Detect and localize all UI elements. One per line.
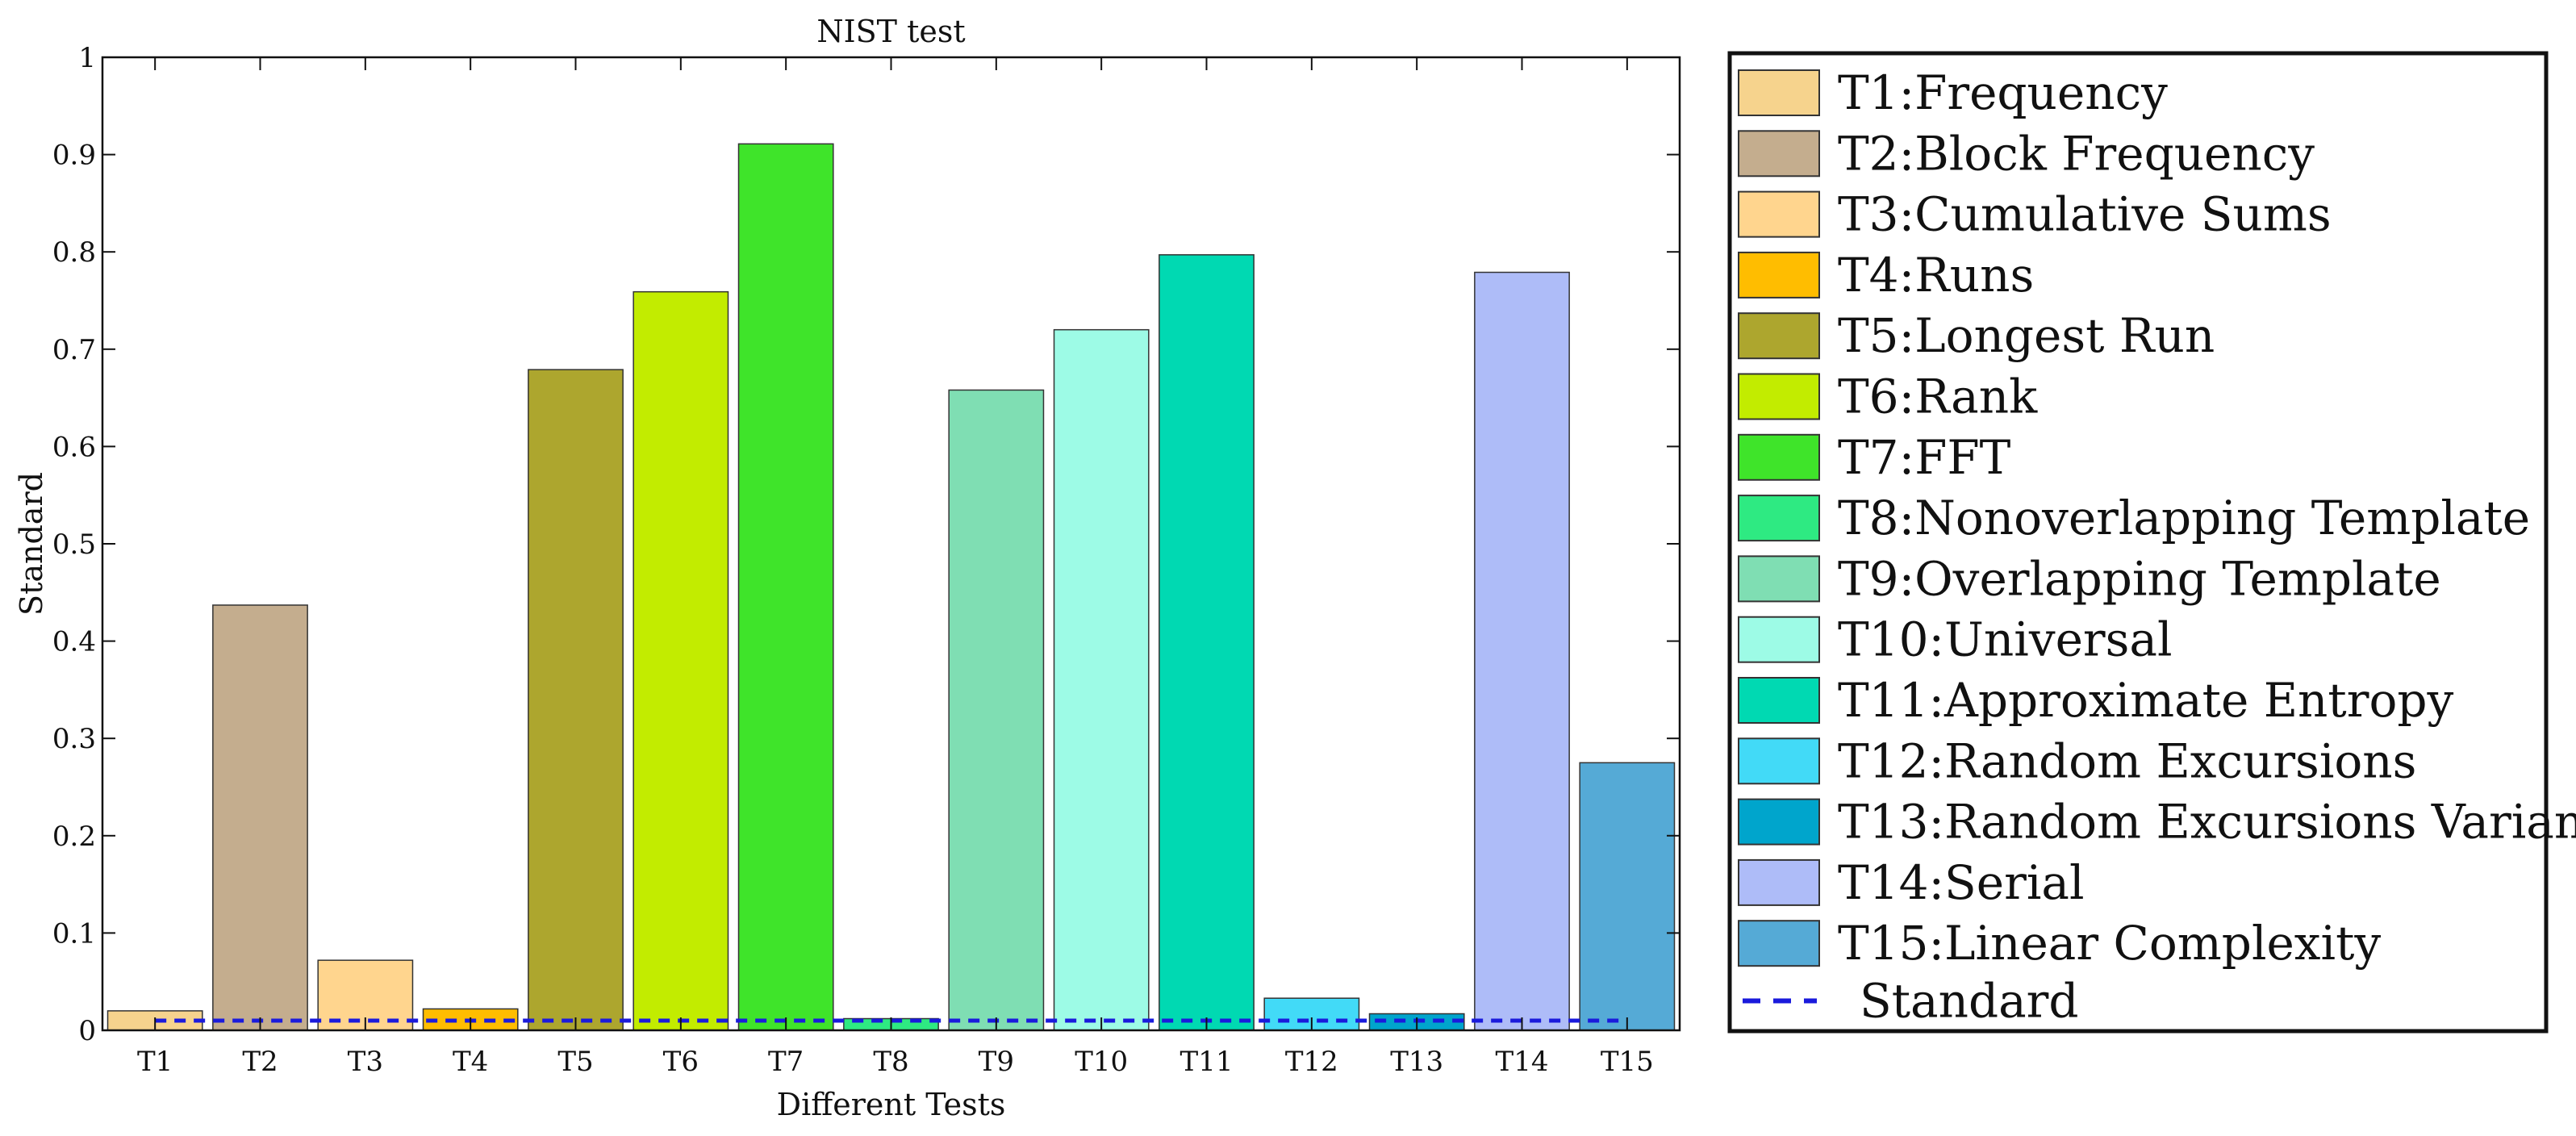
legend-swatch-t7 [1738,433,1820,481]
chart-title: NIST test [816,14,965,49]
legend-label: T9:Overlapping Template [1838,551,2441,606]
legend-swatch-t8 [1738,495,1820,542]
y-tick-label: 0.2 [52,821,96,853]
legend-box [1727,51,2549,1034]
y-tick-label: 1 [78,42,96,74]
legend-swatch-t5 [1738,312,1820,360]
legend-swatch-t2 [1738,130,1820,178]
y-tick-label: 0.9 [52,140,96,172]
legend-label: T12:Random Excursions [1838,733,2416,788]
x-tick-label: T3 [348,1046,383,1078]
x-tick-label: T11 [1180,1046,1234,1078]
y-tick-label: 0.6 [52,431,96,463]
y-tick-label: 0.5 [52,528,96,561]
bar-t14 [1474,271,1570,1031]
legend: T1:Frequency T2:Block Frequency T3:Cumulat… [1727,51,2576,1034]
x-axis-title: Different Tests [777,1087,1006,1122]
y-axis-title: Standard [14,472,49,616]
x-tick-label: T1 [137,1046,173,1078]
legend-swatch-t1 [1738,69,1820,116]
x-tick-label: T13 [1390,1046,1443,1078]
legend-label: T11:Approximate Entropy [1838,673,2453,728]
legend-label: T6:Rank [1838,370,2038,424]
x-tick-label: T5 [557,1046,593,1078]
y-tick-label: 0.7 [52,334,96,366]
x-tick-label: T14 [1496,1046,1549,1078]
x-tick-label: T2 [242,1046,278,1078]
x-tick-label: T10 [1075,1046,1128,1078]
bars-group [106,143,1676,1031]
x-tick-label: T4 [453,1046,488,1078]
legend-swatch-t6 [1738,373,1820,420]
bar-t6 [633,290,729,1031]
legend-swatch-t11 [1738,677,1820,724]
x-tick-label: T15 [1601,1046,1654,1078]
legend-label: T4:Runs [1838,248,2034,303]
x-tick-label: T12 [1285,1046,1338,1078]
legend-label: T1:Frequency [1838,65,2168,120]
bar-t5 [528,369,624,1031]
bar-t2 [212,604,308,1031]
plot-frame [101,56,1681,1032]
x-tick-label: T7 [768,1046,804,1078]
y-tick-label: 0.4 [52,626,96,658]
legend-swatch-t4 [1738,251,1820,299]
x-tick-label: T8 [873,1046,908,1078]
legend-swatch-t10 [1738,616,1820,663]
legend-swatch-t12 [1738,737,1820,785]
legend-label: T2:Block Frequency [1838,126,2315,181]
x-tick-label: T6 [663,1046,699,1078]
axes-group: 0 0.1 0.2 0.3 0.4 0.5 0.6 0.7 0.8 0.9 1 T1 T2 T3 T4 T5 T… [52,42,1681,1078]
bar-t7 [737,143,834,1031]
legend-label: T7:FFT [1838,430,2011,485]
legend-label: T5:Longest Run [1838,308,2215,363]
legend-label: T3:Cumulative Sums [1838,187,2332,242]
legend-label: T8:Nonoverlapping Template [1838,491,2530,545]
legend-label: T14:Serial [1838,855,2085,910]
legend-swatch-t15 [1738,920,1820,967]
legend-label: T13:Random Excursions Variant [1838,795,2576,850]
y-tick-label: 0.1 [52,917,96,950]
bar-t15 [1579,762,1676,1031]
legend-swatch-t9 [1738,555,1820,603]
legend-swatch-t14 [1738,858,1820,906]
y-tick-label: 0 [78,1015,96,1047]
legend-swatch-t13 [1738,798,1820,846]
legend-label-standard: Standard [1860,974,2079,1029]
bar-t11 [1159,254,1255,1031]
x-tick-label: T9 [979,1046,1014,1078]
y-tick-label: 0.3 [52,723,96,755]
bar-t10 [1053,328,1150,1031]
legend-label: T10:Universal [1838,612,2173,667]
y-tick-label: 0.8 [52,236,96,269]
legend-swatch-t3 [1738,190,1820,238]
bar-t9 [948,389,1045,1031]
legend-label: T15:Linear Complexity [1838,916,2381,971]
